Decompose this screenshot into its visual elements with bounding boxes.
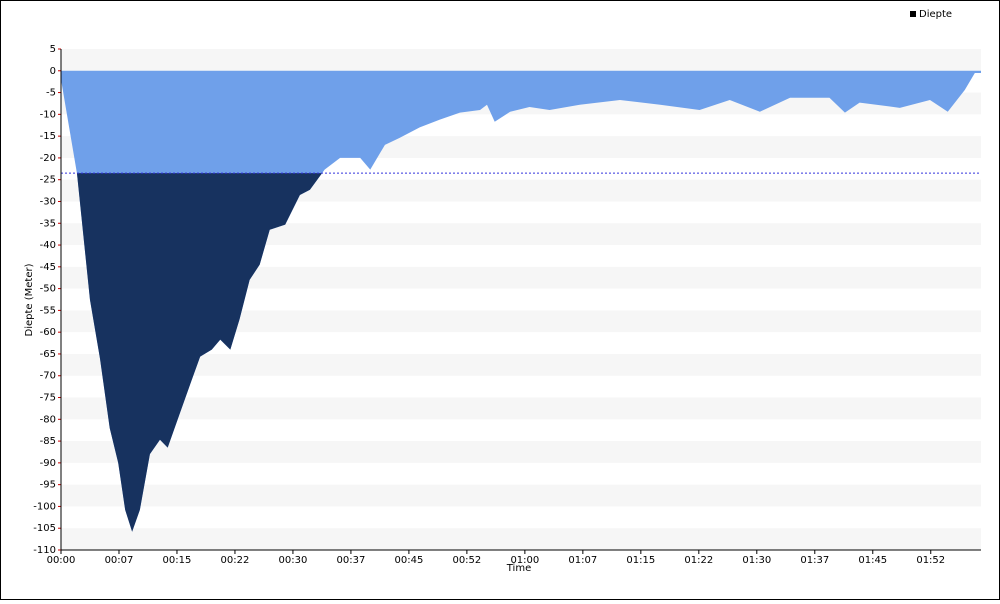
x-tick-label: 01:15 <box>626 555 655 566</box>
y-tick-label: -70 <box>40 371 56 382</box>
y-tick-label: -60 <box>40 327 56 338</box>
grid-band <box>61 310 981 333</box>
y-tick-label: -80 <box>40 414 56 425</box>
grid-band <box>61 49 981 71</box>
grid-band <box>61 223 981 246</box>
y-tick-label: -75 <box>40 393 56 404</box>
x-tick-label: 01:37 <box>800 555 829 566</box>
y-tick-label: -10 <box>40 109 56 120</box>
y-tick-label: -110 <box>33 545 56 556</box>
y-tick-label: -15 <box>40 131 56 142</box>
deep-area <box>76 173 323 532</box>
x-tick-label: 01:00 <box>510 555 539 566</box>
y-tick-label: -35 <box>40 218 56 229</box>
y-tick-label: 5 <box>50 44 56 55</box>
x-axis-label: Time <box>506 563 531 574</box>
y-tick-label: -20 <box>40 153 56 164</box>
x-tick-label: 00:22 <box>221 555 250 566</box>
x-tick-label: 00:15 <box>163 555 192 566</box>
legend-swatch <box>910 11 916 17</box>
grid-band <box>61 397 981 420</box>
grid-band <box>61 441 981 463</box>
x-tick-label: 00:45 <box>394 555 423 566</box>
y-tick-label: -30 <box>40 196 56 207</box>
y-tick-label: -105 <box>33 523 56 534</box>
y-tick-label: -5 <box>46 88 56 99</box>
legend-label: Diepte <box>919 9 952 20</box>
x-tick-label: 00:30 <box>279 555 308 566</box>
x-tick-label: 00:37 <box>337 555 366 566</box>
y-tick-label: 0 <box>50 66 56 77</box>
x-tick-label: 01:07 <box>568 555 597 566</box>
y-tick-label: -25 <box>40 175 56 186</box>
x-tick-label: 01:22 <box>684 555 713 566</box>
grid-band <box>61 266 981 289</box>
y-tick-label: -50 <box>40 284 56 295</box>
x-tick-label: 01:30 <box>742 555 771 566</box>
grid-band <box>61 353 981 376</box>
y-tick-label: -55 <box>40 305 56 316</box>
y-tick-label: -65 <box>40 349 56 360</box>
x-tick-label: 00:00 <box>47 555 76 566</box>
x-tick-label: 01:52 <box>916 555 945 566</box>
grid-band <box>61 484 981 507</box>
y-tick-label: -85 <box>40 436 56 447</box>
grid-band <box>61 528 981 550</box>
y-tick-label: -40 <box>40 240 56 251</box>
y-tick-label: -45 <box>40 262 56 273</box>
y-tick-label: -90 <box>40 458 56 469</box>
y-tick-label: -100 <box>33 501 56 512</box>
x-tick-label: 00:52 <box>452 555 481 566</box>
x-tick-label: 01:45 <box>858 555 887 566</box>
y-axis-label: Diepte (Meter) <box>24 263 35 336</box>
y-tick-label: -95 <box>40 480 56 491</box>
x-tick-label: 00:07 <box>105 555 134 566</box>
